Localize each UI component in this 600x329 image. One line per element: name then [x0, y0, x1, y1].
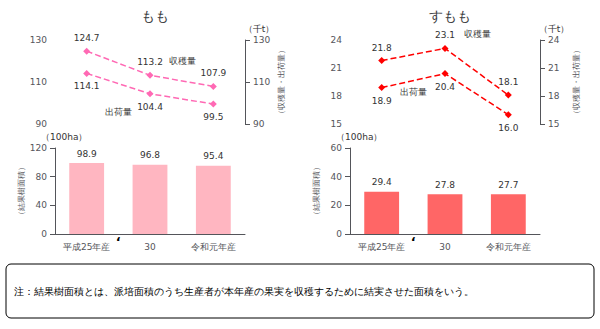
svg-text:113.2: 113.2 [137, 57, 163, 67]
svg-text:収穫量: 収穫量 [169, 56, 196, 66]
svg-text:18.9: 18.9 [372, 96, 392, 106]
svg-text:すもも: すもも [429, 8, 471, 24]
svg-text:30: 30 [439, 242, 451, 252]
svg-text:110: 110 [30, 77, 47, 87]
svg-text:107.9: 107.9 [200, 68, 226, 78]
svg-text:98.9: 98.9 [77, 149, 97, 159]
svg-text:124.7: 124.7 [74, 33, 100, 43]
svg-text:80: 80 [36, 172, 48, 182]
svg-text:104.4: 104.4 [137, 102, 163, 112]
svg-text:（100ha）: （100ha） [41, 132, 87, 142]
svg-text:96.8: 96.8 [140, 150, 160, 160]
svg-text:24: 24 [331, 35, 343, 45]
svg-text:（千t）: （千t） [539, 24, 570, 34]
svg-text:90: 90 [253, 119, 265, 129]
svg-text:18: 18 [548, 91, 560, 101]
svg-text:ʻ: ʻ [411, 234, 416, 249]
svg-text:130: 130 [30, 35, 47, 45]
svg-text:95.4: 95.4 [203, 151, 223, 161]
svg-text:30: 30 [144, 242, 156, 252]
svg-text:18.1: 18.1 [498, 77, 518, 87]
svg-text:ʻ: ʻ [116, 234, 121, 249]
svg-text:29.4: 29.4 [372, 177, 392, 187]
svg-text:120: 120 [30, 143, 47, 153]
svg-text:0: 0 [41, 229, 47, 239]
svg-text:27.7: 27.7 [498, 180, 518, 190]
svg-text:16.0: 16.0 [498, 123, 518, 133]
svg-text:99.5: 99.5 [203, 112, 223, 122]
svg-text:21.8: 21.8 [372, 43, 392, 53]
svg-text:60: 60 [331, 143, 343, 153]
svg-text:24: 24 [548, 35, 560, 45]
svg-text:（結果樹面積）: （結果樹面積） [312, 163, 321, 219]
svg-text:21: 21 [548, 63, 559, 73]
svg-text:出荷量: 出荷量 [400, 87, 427, 97]
svg-text:27.8: 27.8 [435, 180, 455, 190]
svg-text:（結果樹面積）: （結果樹面積） [17, 163, 26, 219]
svg-text:20.4: 20.4 [435, 82, 455, 92]
svg-text:18: 18 [331, 91, 343, 101]
svg-text:（100ha）: （100ha） [336, 132, 382, 142]
svg-text:40: 40 [331, 172, 343, 182]
svg-text:出荷量: 出荷量 [105, 107, 132, 117]
svg-text:平成25年産: 平成25年産 [358, 242, 405, 252]
svg-text:収穫量: 収穫量 [464, 29, 491, 39]
svg-text:令和元年産: 令和元年産 [191, 242, 236, 252]
svg-text:平成25年産: 平成25年産 [63, 242, 110, 252]
svg-text:注：結果樹面積とは、派培面積のうち生産者が本年産の果実を収穫: 注：結果樹面積とは、派培面積のうち生産者が本年産の果実を収穫するために結実させた… [14, 286, 474, 297]
svg-text:130: 130 [253, 35, 270, 45]
svg-text:もも: もも [141, 8, 169, 24]
svg-text:15: 15 [548, 119, 559, 129]
svg-text:90: 90 [36, 119, 48, 129]
svg-text:15: 15 [331, 119, 342, 129]
svg-text:（千t）: （千t） [244, 24, 275, 34]
svg-text:0: 0 [336, 229, 342, 239]
svg-text:21: 21 [331, 63, 342, 73]
svg-text:（収穫量・出荷量）: （収穫量・出荷量） [277, 46, 286, 118]
svg-text:114.1: 114.1 [74, 81, 100, 91]
svg-text:23.1: 23.1 [435, 30, 455, 40]
svg-text:（収穫量・出荷量）: （収穫量・出荷量） [572, 46, 581, 118]
svg-text:令和元年産: 令和元年産 [486, 242, 531, 252]
svg-text:110: 110 [253, 77, 270, 87]
svg-text:40: 40 [36, 200, 48, 210]
svg-text:20: 20 [331, 200, 343, 210]
